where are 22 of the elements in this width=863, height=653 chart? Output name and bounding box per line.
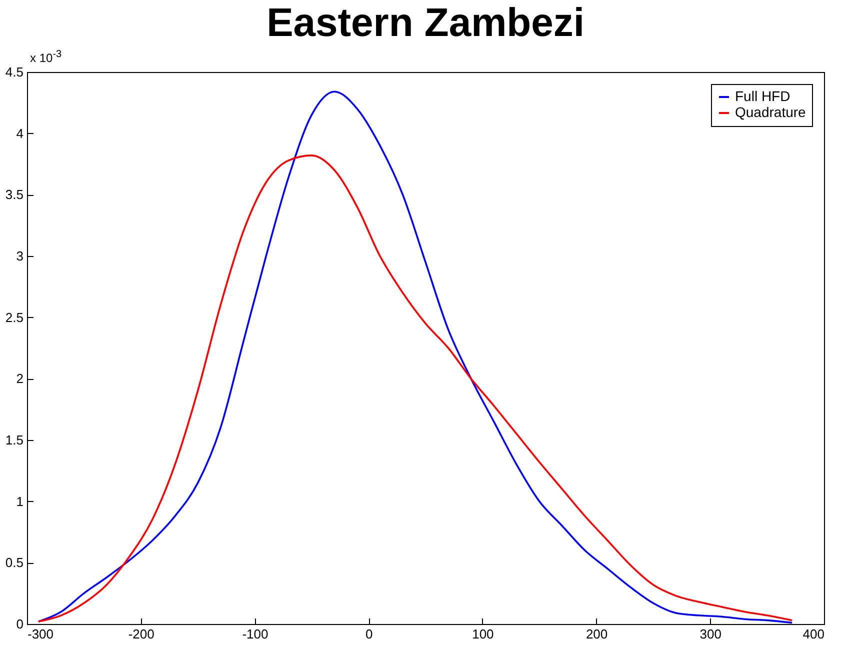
y-tick-label: 1.5: [5, 432, 24, 448]
y-tick-label: 3: [16, 248, 24, 264]
y-tick-label: 3.5: [5, 187, 24, 202]
y-tick-label: 1: [16, 494, 24, 509]
y-tick-label: 2: [16, 371, 24, 386]
text: x 10$^{-3}$: [30, 48, 62, 65]
x-tick-label: 300: [700, 626, 722, 642]
y-tick-label: 4.5: [5, 64, 24, 80]
y-tick-label: 2.5: [5, 310, 24, 325]
x-tick-label: -300: [28, 626, 54, 642]
legend-label: Full HFD: [735, 88, 790, 104]
y-tick-label: 0.5: [5, 555, 24, 570]
x-tick-label: 200: [586, 626, 608, 642]
chart-title: Eastern Zambezi: [266, 1, 584, 45]
x-tick-label: -100: [242, 626, 268, 642]
legend-label: Quadrature: [735, 104, 806, 120]
x-tick-label: 100: [472, 626, 494, 642]
y-tick-label: 0: [16, 616, 24, 632]
x-tick-label: 0: [365, 626, 373, 642]
y-tick-label: 4: [16, 126, 24, 141]
x-tick-label: 400: [802, 626, 824, 642]
x-tick-label: -200: [128, 626, 154, 642]
